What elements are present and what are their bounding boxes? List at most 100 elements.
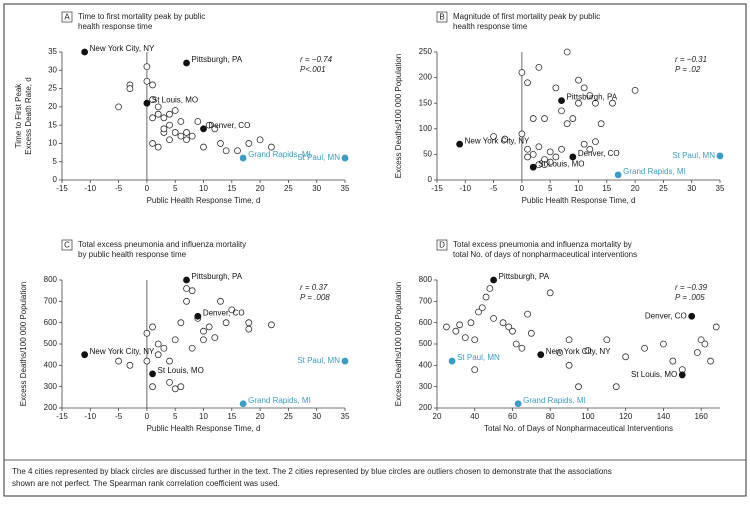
open-point [471,366,479,374]
x-tick-label: 0 [145,184,150,193]
city-label: Grand Rapids, MI [523,396,586,405]
y-tick-label: 300 [44,382,58,391]
open-point [166,136,173,144]
y-tick-label: 500 [44,339,58,348]
open-point [701,340,709,348]
open-point [546,158,554,166]
open-point [154,110,162,118]
open-point [166,121,173,129]
open-point [471,336,479,344]
open-point [456,321,464,329]
open-point [143,63,151,71]
y-tick-label: 600 [44,318,58,327]
open-point [245,319,253,327]
city-label: Denver, CO [203,308,245,317]
city-label: Pittsburgh, PA [567,93,618,102]
open-point [575,99,582,107]
caption: shown are not perfect. The Spearman rank… [12,479,280,488]
city-point [149,370,156,378]
open-point [166,110,173,118]
x-tick-label: 15 [602,184,611,193]
open-point [443,323,450,331]
open-point [177,319,185,327]
y-axis-label: Excess Death Rate, d [24,77,33,154]
open-point [194,118,202,125]
open-point [569,115,577,122]
city-point [143,99,151,107]
panel-letter: A [64,13,70,22]
open-point [524,310,531,318]
city-label: St Louis, MO [152,95,198,104]
open-point [143,357,151,365]
open-point [693,349,701,356]
open-point [535,63,543,71]
stat-label: r = −0.31 [675,55,707,64]
y-tick-label: 600 [419,318,433,327]
city-label: Denver, CO [209,121,251,130]
open-point [115,103,122,111]
open-point [660,340,667,348]
open-point [524,145,531,153]
city-point [514,400,522,408]
open-point [126,361,134,369]
x-tick-label: 25 [659,184,668,193]
panel-title: Time to first mortality peak by public [78,12,205,21]
open-point [149,81,156,89]
y-tick-label: 800 [419,275,433,284]
x-tick-label: 35 [341,184,350,193]
city-point [81,351,89,359]
open-point [188,344,196,352]
y-axis-label: Excess Deaths/100 000 Population [394,54,403,179]
open-point [524,79,531,87]
city-point [239,154,247,162]
open-point [188,287,196,295]
open-point [149,96,156,103]
open-point [575,76,582,84]
y-axis-label: Excess Deaths/100 000 Population [19,282,28,407]
open-point [584,346,592,354]
city-point [688,312,696,320]
city-label: St Louis, MO [631,370,677,379]
y-tick-label: 200 [44,403,58,412]
panel-title: by public health response time [78,250,187,259]
y-tick-label: 30 [48,65,57,74]
x-tick-label: 30 [312,412,321,421]
open-point [622,353,630,361]
open-point [171,336,179,344]
open-point [565,361,573,369]
open-point [501,135,509,143]
open-point [205,121,213,129]
open-point [575,383,582,391]
y-tick-label: 700 [44,296,58,305]
stat-label: P = .005 [675,293,705,302]
city-label: Grand Rapids, MI [248,150,311,159]
open-point [228,306,236,314]
panel-title: health response time [453,22,528,31]
open-point [217,297,224,305]
open-point [171,107,179,114]
city-point [614,171,622,179]
open-point [712,323,720,331]
open-point [518,69,526,76]
city-label: St Louis, MO [538,159,584,168]
open-point [143,329,151,337]
y-axis-label: Excess Deaths/100 000 Population [394,282,403,407]
open-point [154,103,162,111]
city-label: Pittsburgh, PA [499,272,550,281]
open-point [160,344,168,352]
y-tick-label: 0 [53,175,58,184]
city-label: Denver, CO [578,149,620,158]
city-label: New York City, NY [465,136,530,145]
x-tick-label: -10 [460,184,472,193]
city-point [239,400,247,408]
open-point [183,136,190,144]
x-tick-label: 35 [716,184,725,193]
panel-letter: B [439,13,444,22]
open-point [478,304,486,312]
x-tick-label: 5 [173,184,178,193]
y-tick-label: 200 [419,73,433,82]
open-point [200,327,207,335]
open-point [580,84,588,92]
open-point [452,327,460,335]
